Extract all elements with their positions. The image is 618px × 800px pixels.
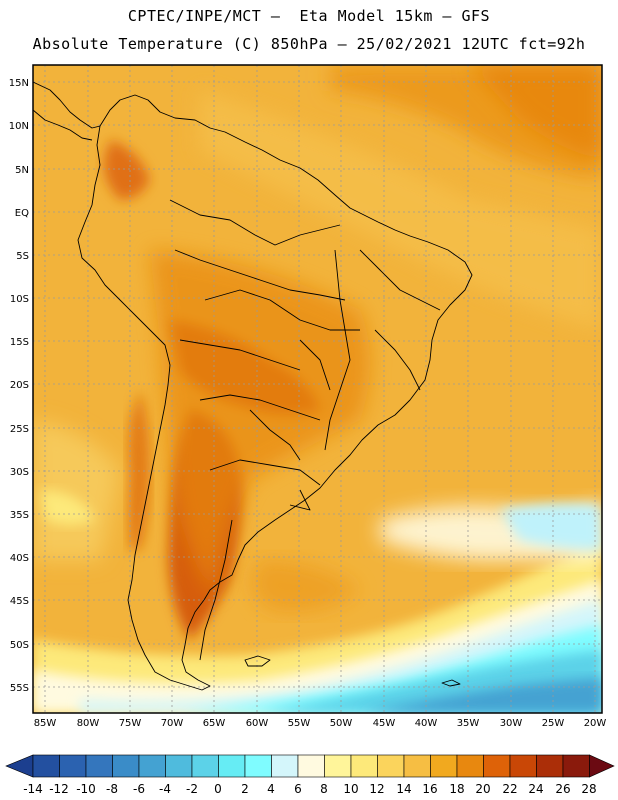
lon-label: 40W bbox=[415, 718, 438, 729]
lat-label: 55S bbox=[10, 683, 29, 694]
colorbar bbox=[5, 754, 615, 778]
colorbar-label: -6 bbox=[133, 782, 145, 796]
colorbar-label: -2 bbox=[186, 782, 198, 796]
lon-label: 50W bbox=[330, 718, 353, 729]
colorbar-label: 22 bbox=[502, 782, 517, 796]
colorbar-label: 4 bbox=[267, 782, 275, 796]
lat-label: 25S bbox=[10, 424, 29, 435]
colorbar-swatch bbox=[85, 754, 113, 778]
colorbar-label: 20 bbox=[475, 782, 490, 796]
title-line-1: CPTEC/INPE/MCT – Eta Model 15km – GFS bbox=[127, 7, 491, 25]
colorbar-label: 14 bbox=[396, 782, 411, 796]
colorbar-label: -10 bbox=[76, 782, 96, 796]
georgia-island bbox=[441, 679, 461, 687]
lon-label: 70W bbox=[161, 718, 184, 729]
lon-label: 30W bbox=[500, 718, 523, 729]
colorbar-label: -8 bbox=[106, 782, 118, 796]
colorbar-swatch bbox=[112, 754, 140, 778]
lon-label: 20W bbox=[584, 718, 607, 729]
colorbar-swatch bbox=[350, 754, 378, 778]
lat-label: 15N bbox=[9, 78, 29, 89]
colorbar-swatch bbox=[562, 754, 590, 778]
lat-label: 45S bbox=[10, 596, 29, 607]
colorbar-label: 2 bbox=[241, 782, 249, 796]
colorbar-label: -4 bbox=[159, 782, 171, 796]
lon-label: 35W bbox=[457, 718, 480, 729]
south-america-coastline bbox=[77, 94, 473, 691]
lat-label: 35S bbox=[10, 510, 29, 521]
lat-label: 20S bbox=[10, 380, 29, 391]
lat-label: 50S bbox=[10, 640, 29, 651]
colorbar-swatch bbox=[165, 754, 193, 778]
colorbar-label: 26 bbox=[555, 782, 570, 796]
colorbar-swatch bbox=[430, 754, 458, 778]
lon-label: 75W bbox=[119, 718, 142, 729]
lon-label: 55W bbox=[288, 718, 311, 729]
map-frame bbox=[32, 64, 603, 714]
lon-label: 45W bbox=[373, 718, 396, 729]
colorbar-swatch bbox=[191, 754, 219, 778]
colorbar-swatch bbox=[509, 754, 537, 778]
lat-label: 5N bbox=[15, 165, 29, 176]
lat-label: EQ bbox=[15, 208, 29, 219]
colorbar-swatch bbox=[59, 754, 87, 778]
colorbar-label: 8 bbox=[320, 782, 328, 796]
colorbar-swatch bbox=[483, 754, 511, 778]
colorbar-swatch bbox=[324, 754, 352, 778]
colorbar-swatch bbox=[377, 754, 405, 778]
colorbar-label: 0 bbox=[214, 782, 222, 796]
temperature-field bbox=[33, 65, 602, 713]
lon-label: 80W bbox=[77, 718, 100, 729]
lon-label: 60W bbox=[246, 718, 269, 729]
lat-label: 30S bbox=[10, 467, 29, 478]
colorbar-swatch bbox=[138, 754, 166, 778]
lat-label: 15S bbox=[10, 337, 29, 348]
title-line-2: Absolute Temperature (C) 850hPa – 25/02/… bbox=[32, 35, 586, 53]
colorbar-label: 24 bbox=[528, 782, 543, 796]
country-borders bbox=[169, 199, 441, 661]
colorbar-label: 12 bbox=[369, 782, 384, 796]
colorbar-arrow-low bbox=[5, 754, 34, 778]
colorbar-label: 16 bbox=[422, 782, 437, 796]
colorbar-label: 6 bbox=[294, 782, 302, 796]
falkland-islands bbox=[244, 655, 271, 667]
central-america-coastline bbox=[33, 81, 101, 141]
colorbar-swatch bbox=[403, 754, 431, 778]
land-outlines bbox=[33, 81, 473, 691]
lat-label: 5S bbox=[16, 251, 29, 262]
longitude-axis: 85W 80W 75W 70W 65W 60W 55W 50W 45W 40W … bbox=[34, 718, 607, 729]
colorbar-swatch bbox=[536, 754, 564, 778]
colorbar-swatch bbox=[218, 754, 246, 778]
colorbar-labels: -14 -12 -10 -8 -6 -4 -2 0 2 4 6 8 10 12 … bbox=[23, 782, 596, 796]
colorbar-label: 18 bbox=[449, 782, 464, 796]
colorbar-label: 28 bbox=[581, 782, 596, 796]
colorbar-arrow-high bbox=[589, 754, 615, 778]
lon-label: 65W bbox=[203, 718, 226, 729]
colorbar-swatch bbox=[271, 754, 299, 778]
lon-label: 85W bbox=[34, 718, 57, 729]
colorbar-swatch bbox=[244, 754, 272, 778]
lat-label: 40S bbox=[10, 553, 29, 564]
colorbar-label: -14 bbox=[23, 782, 43, 796]
lat-label: 10S bbox=[10, 294, 29, 305]
lon-label: 25W bbox=[542, 718, 565, 729]
colorbar-label: 10 bbox=[343, 782, 358, 796]
latitude-axis: 15N 10N 5N EQ 5S 10S 15S 20S 25S 30S 35S… bbox=[9, 78, 29, 694]
graticule bbox=[33, 65, 602, 713]
colorbar-swatch bbox=[456, 754, 484, 778]
colorbar-label: -12 bbox=[49, 782, 69, 796]
colorbar-swatch bbox=[297, 754, 325, 778]
lat-label: 10N bbox=[9, 121, 29, 132]
colorbar-swatch bbox=[32, 754, 60, 778]
